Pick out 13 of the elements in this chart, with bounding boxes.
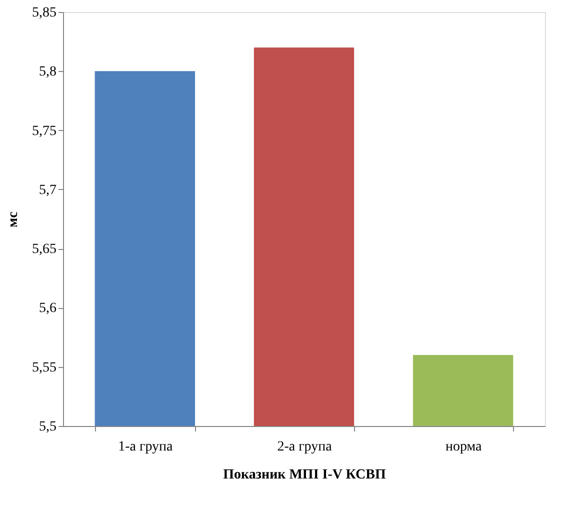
x-axis-title: Показник МПІ I-V КСВП bbox=[223, 468, 386, 482]
y-tick-label: 5,65 bbox=[32, 242, 56, 258]
x-tick-label: норма bbox=[445, 440, 482, 454]
x-tick-label: 1-а група bbox=[118, 440, 174, 454]
x-tick-label: 2-а група bbox=[277, 440, 333, 454]
y-tick-label: 5,75 bbox=[32, 124, 56, 139]
y-tick-label: 5,6 bbox=[39, 301, 56, 316]
y-axis-title: мс bbox=[6, 212, 21, 228]
y-tick-label: 5,7 bbox=[39, 182, 56, 198]
y-tick-label: 5,85 bbox=[32, 6, 56, 20]
y-tick-label: 5,5 bbox=[39, 420, 56, 434]
y-tick-label: 5,55 bbox=[32, 360, 56, 376]
y-tick-label: 5,8 bbox=[39, 64, 56, 80]
